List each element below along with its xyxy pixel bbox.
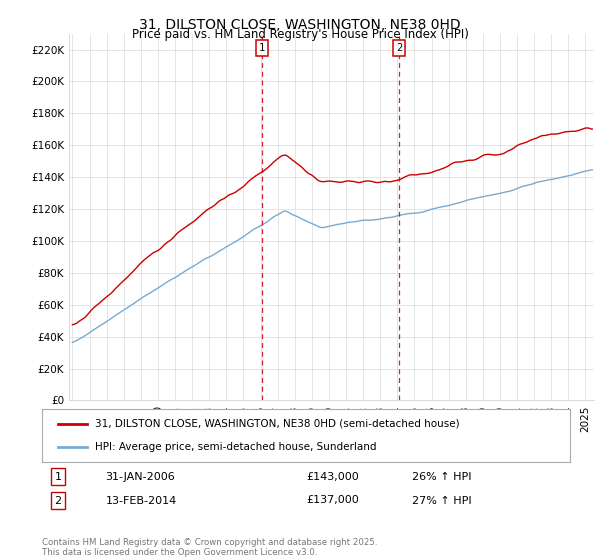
Text: Price paid vs. HM Land Registry's House Price Index (HPI): Price paid vs. HM Land Registry's House … bbox=[131, 28, 469, 41]
Text: 27% ↑ HPI: 27% ↑ HPI bbox=[412, 496, 471, 506]
Text: HPI: Average price, semi-detached house, Sunderland: HPI: Average price, semi-detached house,… bbox=[95, 442, 376, 452]
Text: 13-FEB-2014: 13-FEB-2014 bbox=[106, 496, 176, 506]
Text: 31, DILSTON CLOSE, WASHINGTON, NE38 0HD (semi-detached house): 31, DILSTON CLOSE, WASHINGTON, NE38 0HD … bbox=[95, 419, 460, 429]
Text: £137,000: £137,000 bbox=[306, 496, 359, 506]
Text: 1: 1 bbox=[259, 43, 265, 53]
Text: 31-JAN-2006: 31-JAN-2006 bbox=[106, 472, 175, 482]
Text: 2: 2 bbox=[396, 43, 403, 53]
Text: 26% ↑ HPI: 26% ↑ HPI bbox=[412, 472, 471, 482]
Text: Contains HM Land Registry data © Crown copyright and database right 2025.
This d: Contains HM Land Registry data © Crown c… bbox=[42, 538, 377, 557]
Text: 31, DILSTON CLOSE, WASHINGTON, NE38 0HD: 31, DILSTON CLOSE, WASHINGTON, NE38 0HD bbox=[139, 18, 461, 32]
Text: £143,000: £143,000 bbox=[306, 472, 359, 482]
Text: 1: 1 bbox=[55, 472, 61, 482]
Text: 2: 2 bbox=[54, 496, 61, 506]
